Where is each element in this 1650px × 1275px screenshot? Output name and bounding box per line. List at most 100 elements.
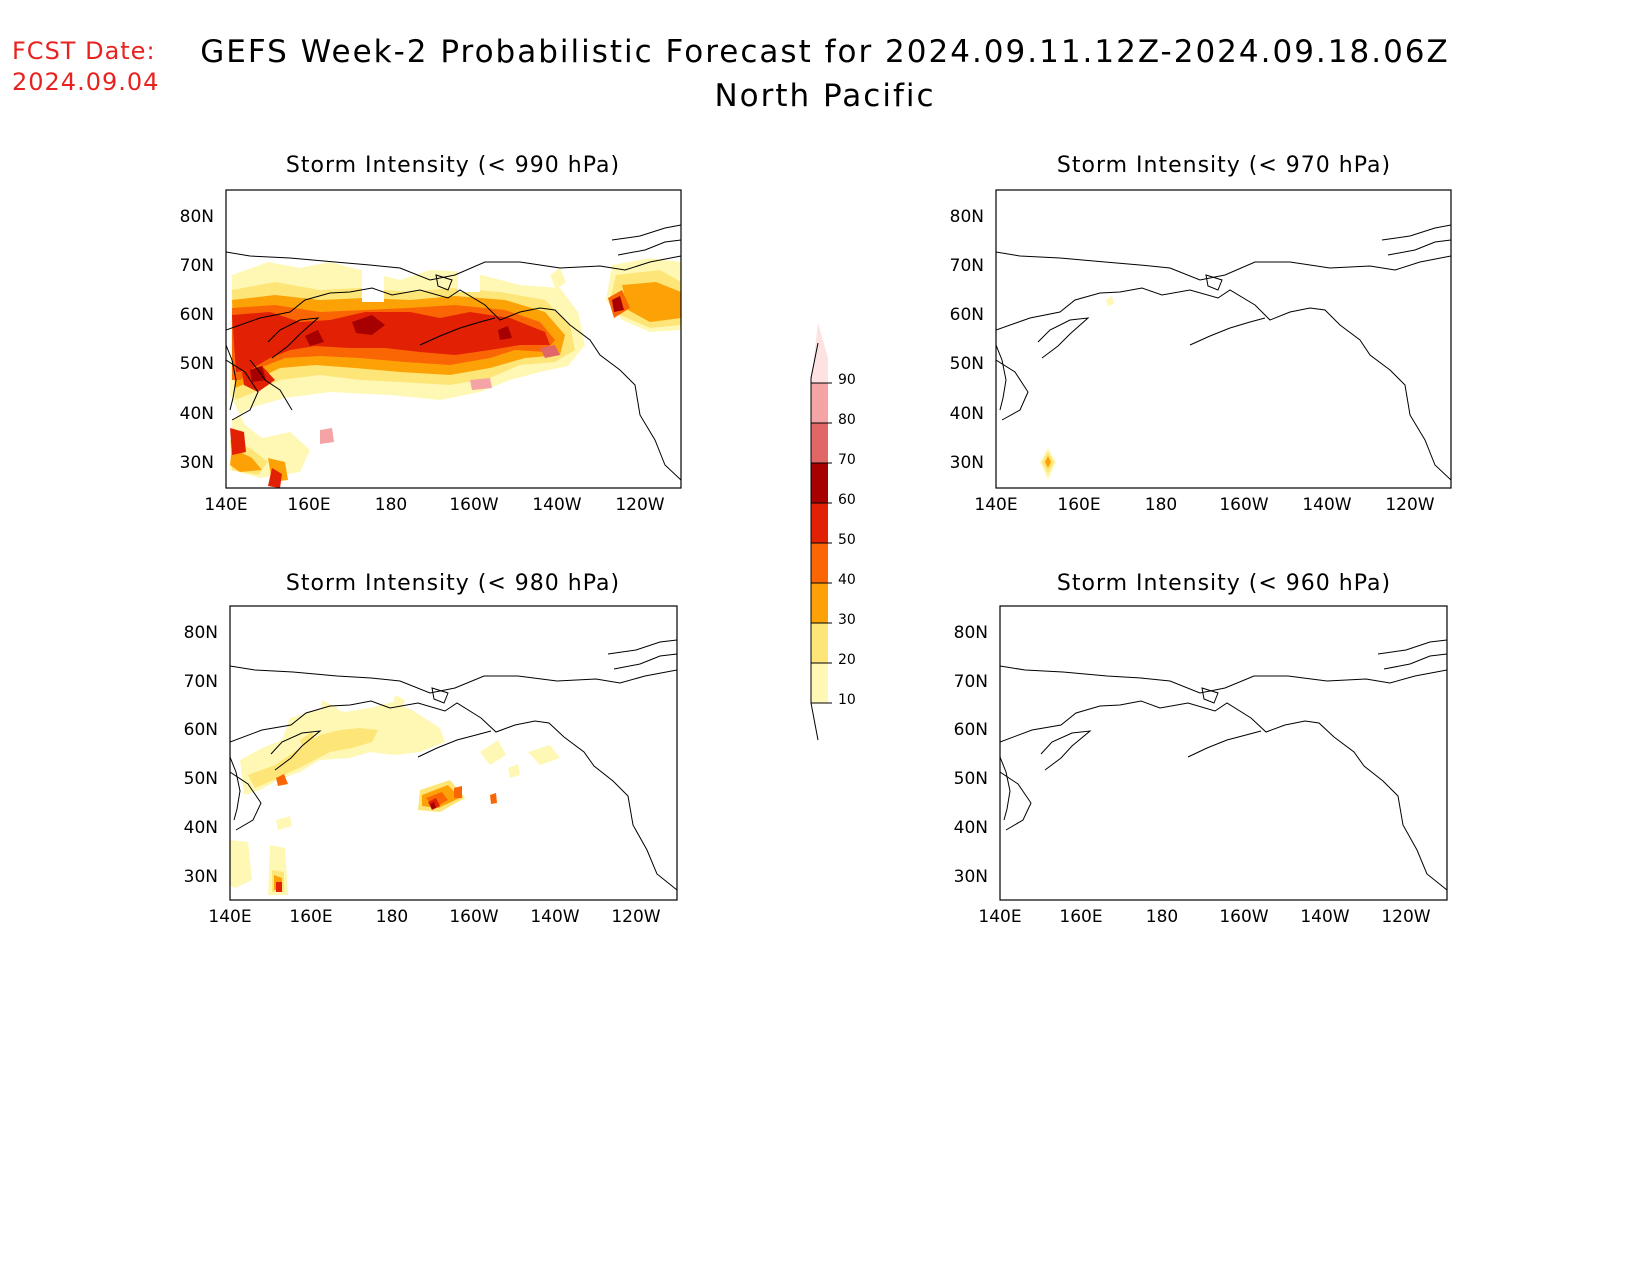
lon-tick-label: 140W <box>1302 495 1351 515</box>
lat-tick-label: 50N <box>950 354 984 374</box>
lon-tick-label: 160E <box>1057 495 1100 515</box>
lat-tick-label: 60N <box>950 305 984 325</box>
lat-tick-label: 40N <box>184 818 218 838</box>
title-line-main: GEFS Week-2 Probabilistic Forecast for 2… <box>200 34 1450 70</box>
lon-tick-label: 140E <box>978 907 1021 927</box>
lat-tick-label: 70N <box>180 256 214 276</box>
colorbar-swatch <box>811 583 828 623</box>
lat-tick-label: 70N <box>184 672 218 692</box>
lon-tick-label: 180 <box>1145 495 1177 515</box>
colorbar-swatch <box>811 623 828 663</box>
colorbar-label: 40 <box>838 572 856 588</box>
forecast-date-value: 2024.09.04 <box>12 68 160 96</box>
map-frame <box>229 605 678 901</box>
forecast-date-caption: FCST Date: <box>12 37 156 65</box>
probability-shading <box>1040 296 1114 480</box>
lon-tick-label: 120W <box>615 495 664 515</box>
lat-ticks: 80N 70N 60N 50N 40N 30N <box>180 207 214 473</box>
lon-tick-label: 160W <box>1219 907 1268 927</box>
lon-tick-label: 160E <box>1059 907 1102 927</box>
lon-tick-label: 160E <box>287 495 330 515</box>
lat-tick-label: 70N <box>954 672 988 692</box>
panel-title: Storm Intensity (< 980 hPa) <box>286 571 620 596</box>
colorbar: 90 80 70 60 50 40 30 20 10 <box>810 323 856 741</box>
panel-960: Storm Intensity (< 960 hPa) 80N 70N 60N … <box>954 571 1448 927</box>
lon-tick-label: 160W <box>449 495 498 515</box>
colorbar-swatch <box>811 663 828 703</box>
colorbar-label: 70 <box>838 452 856 468</box>
lat-tick-label: 30N <box>954 867 988 887</box>
colorbar-label: 90 <box>838 372 856 388</box>
colorbar-swatch <box>811 383 828 423</box>
map-frame <box>995 189 1452 489</box>
lat-tick-label: 60N <box>184 720 218 740</box>
lat-tick-label: 30N <box>950 453 984 473</box>
probability-shading <box>230 695 560 895</box>
lat-tick-label: 80N <box>950 207 984 227</box>
lat-ticks: 80N 70N 60N 50N 40N 30N <box>184 623 218 887</box>
coastlines <box>226 224 681 481</box>
lat-tick-label: 30N <box>180 453 214 473</box>
lon-tick-label: 180 <box>376 907 408 927</box>
coastlines <box>230 639 677 891</box>
lat-tick-label: 70N <box>950 256 984 276</box>
lon-ticks: 140E 160E 180 160W 140W 120W <box>204 495 664 515</box>
lon-tick-label: 120W <box>1385 495 1434 515</box>
colorbar-swatch <box>811 423 828 463</box>
panel-980: Storm Intensity (< 980 hPa) <box>184 571 678 927</box>
lat-tick-label: 80N <box>954 623 988 643</box>
lon-tick-label: 160E <box>289 907 332 927</box>
colorbar-swatches <box>811 323 828 740</box>
lon-tick-label: 160W <box>1219 495 1268 515</box>
lat-tick-label: 40N <box>180 404 214 424</box>
lat-tick-label: 80N <box>184 623 218 643</box>
page-title: GEFS Week-2 Probabilistic Forecast for 2… <box>0 30 1650 118</box>
lon-tick-label: 120W <box>1381 907 1430 927</box>
panel-title: Storm Intensity (< 990 hPa) <box>286 153 620 178</box>
panel-970: Storm Intensity (< 970 hPa) 80N 70N 60N … <box>950 153 1452 515</box>
lon-tick-label: 180 <box>1146 907 1178 927</box>
lon-tick-label: 180 <box>375 495 407 515</box>
colorbar-swatch <box>811 323 828 383</box>
lat-ticks: 80N 70N 60N 50N 40N 30N <box>950 207 984 473</box>
colorbar-swatch <box>811 543 828 583</box>
lat-tick-label: 50N <box>184 769 218 789</box>
lon-tick-label: 140E <box>204 495 247 515</box>
panel-990: Storm Intensity (< 990 hPa) <box>180 153 682 515</box>
lat-tick-label: 80N <box>180 207 214 227</box>
lon-ticks: 140E 160E 180 160W 140W 120W <box>978 907 1430 927</box>
lat-tick-label: 50N <box>954 769 988 789</box>
colorbar-ticks <box>811 382 832 704</box>
map-frame <box>999 605 1448 901</box>
colorbar-swatch <box>811 463 828 503</box>
colorbar-labels: 90 80 70 60 50 40 30 20 10 <box>838 372 856 708</box>
map-frame <box>225 189 682 489</box>
lon-tick-label: 160W <box>449 907 498 927</box>
lon-ticks: 140E 160E 180 160W 140W 120W <box>208 907 660 927</box>
lat-tick-label: 60N <box>180 305 214 325</box>
forecast-date-label: FCST Date: 2024.09.04 <box>12 36 159 98</box>
lon-tick-label: 140W <box>530 907 579 927</box>
colorbar-swatch <box>811 503 828 543</box>
lon-tick-label: 140E <box>208 907 251 927</box>
lon-tick-label: 140E <box>974 495 1017 515</box>
title-line-region: North Pacific <box>714 78 936 114</box>
lat-tick-label: 40N <box>954 818 988 838</box>
colorbar-label: 60 <box>838 492 856 508</box>
lon-ticks: 140E 160E 180 160W 140W 120W <box>974 495 1434 515</box>
lat-tick-label: 40N <box>950 404 984 424</box>
lat-tick-label: 50N <box>180 354 214 374</box>
lat-ticks: 80N 70N 60N 50N 40N 30N <box>954 623 988 887</box>
lon-tick-label: 140W <box>532 495 581 515</box>
panel-title: Storm Intensity (< 960 hPa) <box>1057 571 1391 596</box>
colorbar-label: 80 <box>838 412 856 428</box>
lat-tick-label: 30N <box>184 867 218 887</box>
panel-title: Storm Intensity (< 970 hPa) <box>1057 153 1391 178</box>
lat-tick-label: 60N <box>954 720 988 740</box>
colorbar-outline <box>810 342 819 741</box>
lon-tick-label: 120W <box>611 907 660 927</box>
colorbar-label: 30 <box>838 612 856 628</box>
coastlines <box>996 224 1451 481</box>
lon-tick-label: 140W <box>1300 907 1349 927</box>
